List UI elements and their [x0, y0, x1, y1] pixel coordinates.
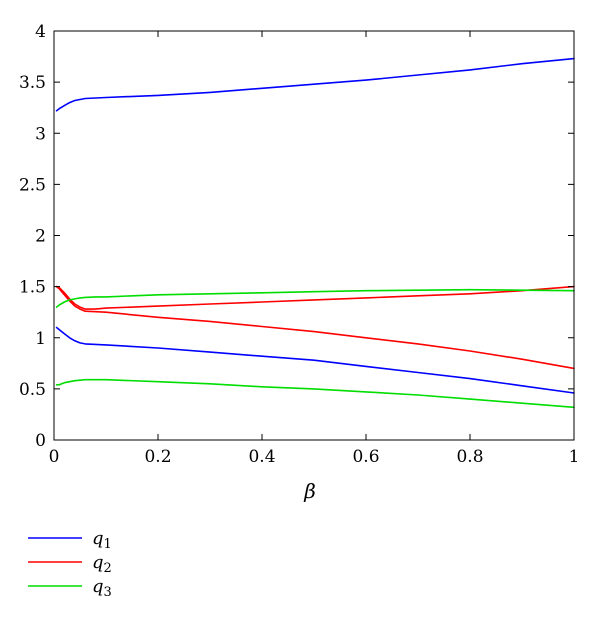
y-tick-label: 3.5 [19, 73, 46, 93]
series-line-q2 [55, 285, 575, 370]
legend-var: q [92, 552, 104, 573]
y-tick-label: 4 [35, 22, 46, 42]
series-line-q1 [55, 57, 575, 112]
y-tick-label: 0 [35, 431, 46, 451]
x-tick-label: 0.4 [248, 447, 275, 467]
y-tick-label: 0.5 [19, 380, 46, 400]
y-tick-label: 2.5 [19, 175, 46, 195]
legend-label: q2 [92, 552, 112, 576]
series-line-q3 [55, 288, 575, 308]
x-axis-label: β [303, 479, 316, 503]
x-tick-label: 0.6 [352, 447, 379, 467]
legend-var: q [92, 576, 104, 597]
ticks-layer: 0 0.2 0.4 0.6 0.8 1 0 0.5 1 1.5 2 2.5 3 3.5 4 [19, 22, 579, 467]
x-tick-label: 1 [569, 447, 580, 467]
plot-frame [53, 30, 575, 441]
y-tick-label: 2 [35, 227, 46, 247]
x-tick-label: 0 [49, 447, 60, 467]
x-tick-label: 0.8 [456, 447, 483, 467]
legend-label: q1 [92, 528, 112, 552]
y-tick-label: 1.5 [19, 278, 46, 298]
series-line-q2 [55, 285, 575, 310]
series-line-q3 [55, 378, 575, 409]
legend-label: q3 [92, 576, 112, 600]
series-layer [55, 57, 575, 409]
legend-subscript: 3 [104, 585, 112, 600]
legend-var: q [92, 528, 104, 549]
y-tick-label: 1 [35, 329, 46, 349]
x-tick-label: 0.2 [144, 447, 171, 467]
legend-subscript: 2 [104, 561, 112, 576]
series-line-q1 [55, 326, 575, 394]
y-tick-label: 3 [35, 124, 46, 144]
legend-subscript: 1 [104, 537, 112, 552]
